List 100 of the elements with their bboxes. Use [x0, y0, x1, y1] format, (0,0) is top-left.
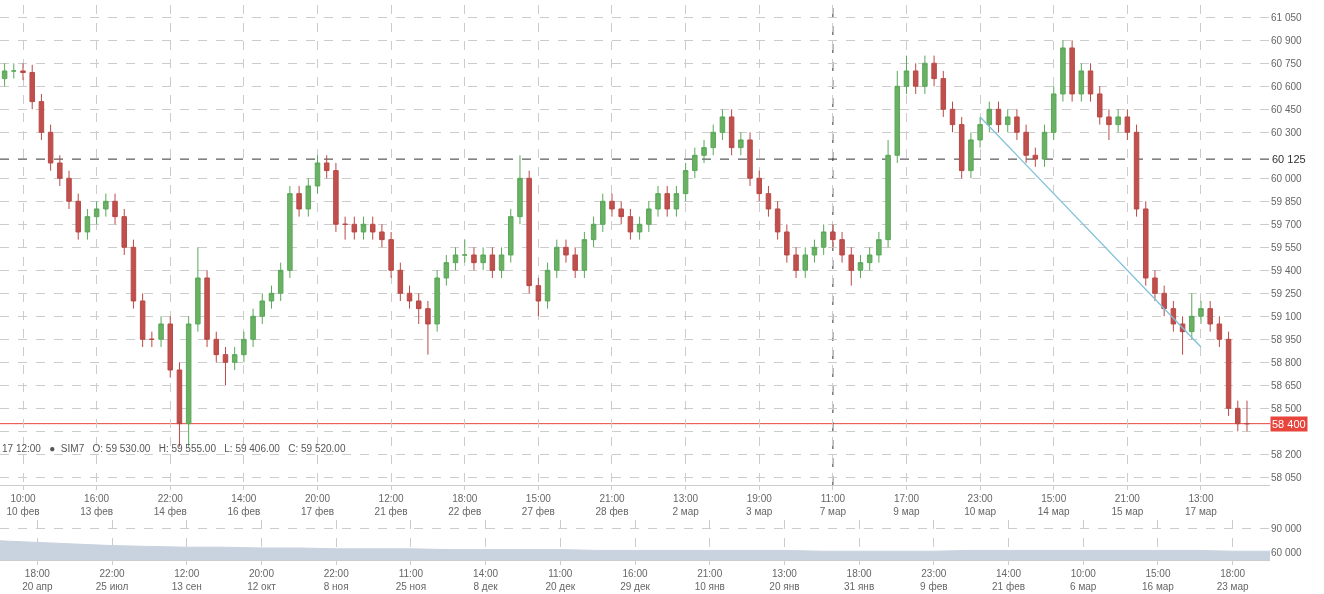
candlestick [765, 185, 772, 218]
candlestick [673, 185, 680, 218]
candlestick [526, 170, 532, 294]
y-tick-label: 60 900 [1271, 34, 1303, 46]
candlestick [471, 246, 477, 271]
candlestick [600, 193, 606, 233]
x-tick-label: 18:00 23 мар [1216, 568, 1250, 592]
candlestick [29, 64, 35, 110]
candlestick [664, 185, 670, 218]
x-tick-label: 17:00 9 мар [893, 493, 921, 517]
candlestick [774, 200, 781, 241]
candlestick [1216, 315, 1223, 348]
candlestick [682, 162, 689, 202]
candlestick [1014, 108, 1020, 141]
x-tick-label: 19:00 3 мар [746, 493, 773, 517]
candlestick [627, 208, 634, 241]
y-tick-label: 60 750 [1271, 57, 1303, 69]
x-tick-label: 18:00 20 апр [22, 568, 53, 592]
candlestick [20, 62, 26, 81]
candlestick [563, 239, 569, 264]
y-tick-label: 59 550 [1271, 241, 1303, 253]
candlestick [609, 193, 615, 218]
x-tick-label: 14:00 21 фев [992, 568, 1026, 592]
candlestick [995, 101, 1002, 133]
candlestick [1198, 300, 1204, 325]
candlestick [425, 300, 431, 356]
candlestick [646, 200, 652, 233]
candlestick [747, 131, 753, 187]
candlestick [369, 216, 376, 241]
candlestick [655, 185, 661, 218]
x-tick-label: 14:00 8 дек [473, 568, 499, 592]
x-tick-label: 16:00 13 фев [80, 493, 114, 517]
candlestick [940, 70, 947, 118]
x-tick-label: 22:00 14 фев [153, 493, 187, 517]
candlestick [554, 239, 560, 279]
candlestick [461, 239, 468, 264]
candlestick [1060, 39, 1066, 103]
x-tick-label: 20:00 17 фев [300, 493, 335, 517]
ref-line-label: 58 400 [1272, 418, 1306, 430]
candlestick [968, 131, 974, 179]
y-tick-label: 59 850 [1271, 195, 1303, 207]
candlestick [397, 262, 404, 302]
candlestick [112, 193, 118, 225]
candlestick [1170, 300, 1177, 333]
candlestick [535, 277, 542, 317]
candlestick [1235, 400, 1241, 432]
candlestick [581, 231, 588, 279]
x-tick-label: 22:00 8 ноя [323, 568, 350, 592]
candlestick [1143, 200, 1149, 287]
x-tick-label: 21:00 10 янв [694, 568, 725, 592]
candlestick [351, 216, 358, 241]
candlestick [342, 216, 348, 241]
x-tick-label: 23:00 10 мар [964, 493, 997, 517]
candlestick [195, 246, 201, 333]
candlestick [84, 208, 91, 241]
x-tick-label: 12:00 21 фев [374, 493, 408, 517]
candlestick [1069, 39, 1075, 103]
candlestick [857, 254, 864, 279]
candlestick [830, 223, 836, 248]
x-tick-label: 13:00 2 мар [672, 493, 700, 517]
candlestick [268, 285, 275, 310]
y-tick-label: 60 450 [1271, 103, 1303, 115]
candlestick [710, 124, 716, 156]
x-tick-label: 21:00 28 фев [595, 493, 629, 517]
candlestick [1032, 147, 1039, 168]
candlestick [231, 346, 238, 371]
candlestick [314, 154, 321, 195]
candlestick [75, 193, 81, 241]
y-tick-label: 90 000 [1271, 522, 1303, 534]
candlestick [222, 346, 229, 386]
candlestick [11, 62, 17, 80]
candlestick [1124, 108, 1131, 141]
candlestick [388, 231, 394, 279]
candlestick [38, 93, 45, 141]
candlestick [47, 124, 54, 172]
candlestick [287, 185, 293, 279]
x-tick-label: 13:00 17 мар [1185, 493, 1218, 517]
candlestick [57, 154, 63, 187]
candlestick [866, 246, 873, 271]
candlestick [885, 139, 891, 248]
candlestick [167, 315, 174, 379]
x-tick-label: 11:00 25 ноя [395, 568, 427, 592]
candlestick [259, 292, 266, 325]
candlestick [250, 308, 256, 348]
candlestick [158, 315, 164, 348]
candlestick [480, 246, 486, 271]
candlestick [1078, 62, 1085, 103]
candlestick [1, 62, 8, 87]
candlestick [590, 216, 597, 248]
candlestick [894, 70, 901, 164]
candlestick [820, 223, 827, 256]
y-tick-label: 59 100 [1271, 310, 1303, 322]
candlestick [406, 285, 413, 310]
candlestick [1244, 400, 1250, 432]
y-tick-label: 61 050 [1271, 11, 1303, 23]
candlestick [618, 200, 624, 225]
candlestick [793, 246, 799, 279]
x-tick-label: 11:00 7 мар [819, 493, 847, 517]
candlestick [949, 101, 956, 133]
candlestick [701, 139, 707, 164]
